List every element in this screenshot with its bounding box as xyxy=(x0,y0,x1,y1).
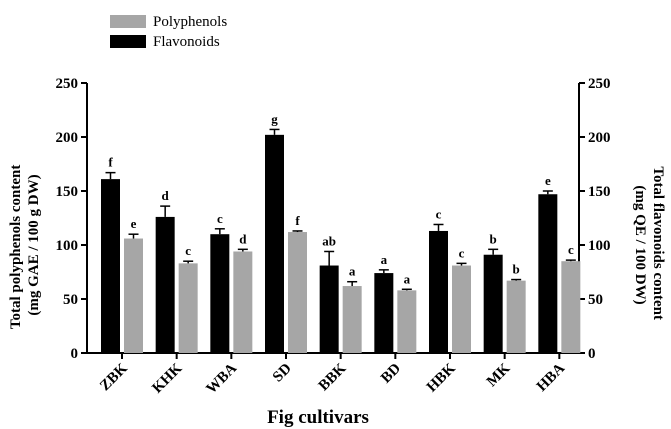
legend-swatch-flavonoids xyxy=(110,35,146,48)
x-tick-label: KHK xyxy=(149,360,185,396)
y-axis-right-title: Total flavonoids content (mg QE / 100 DW… xyxy=(632,166,666,323)
significance-letter: d xyxy=(162,188,170,203)
y-axis-left-title-line2: (mg GAE / 100 g DW) xyxy=(26,174,42,315)
significance-letter: f xyxy=(108,155,113,170)
y-tick-label-right: 50 xyxy=(588,292,603,308)
bar-polyphenols xyxy=(397,290,417,353)
y-tick-label-left: 50 xyxy=(63,292,78,308)
significance-letter: a xyxy=(349,264,356,279)
y-tick-label-left: 150 xyxy=(56,184,79,200)
significance-letter: c xyxy=(436,206,442,221)
bar-flavonoids xyxy=(538,194,558,353)
y-tick-label-left: 200 xyxy=(56,130,79,146)
x-tick-label: BBK xyxy=(316,360,350,394)
x-tick-label: HBA xyxy=(534,360,568,394)
y-tick-label-right: 100 xyxy=(588,238,611,254)
y-axis-right-title-line1: Total flavonoids content xyxy=(650,166,666,320)
bar-flavonoids xyxy=(265,134,284,353)
bar-flavonoids xyxy=(101,179,120,353)
significance-letter: d xyxy=(239,231,247,246)
y-tick-label-right: 200 xyxy=(588,130,611,146)
bar-polyphenols xyxy=(506,280,526,353)
bar-polyphenols xyxy=(233,251,253,353)
significance-letter: c xyxy=(217,211,223,226)
y-tick-label-right: 150 xyxy=(588,184,611,200)
bar-polyphenols xyxy=(288,232,307,353)
bar-flavonoids xyxy=(210,234,230,353)
significance-letter: ab xyxy=(322,233,336,248)
x-tick-label: MK xyxy=(484,360,514,390)
significance-letter: c xyxy=(185,243,191,258)
bar-flavonoids xyxy=(319,265,339,353)
bar-flavonoids xyxy=(374,273,394,353)
y-axis-left-title-line1: Total polyphenols content xyxy=(8,165,24,329)
x-tick-label: BD xyxy=(378,360,404,386)
x-tick-label: HBK xyxy=(424,360,459,395)
legend-swatch-polyphenols xyxy=(110,15,146,28)
bar-polyphenols xyxy=(561,261,581,353)
significance-letter: c xyxy=(568,242,574,257)
significance-letter: a xyxy=(404,271,411,286)
significance-letter: c xyxy=(459,245,465,260)
significance-letter: g xyxy=(271,111,278,126)
x-tick-label: ZBK xyxy=(97,360,131,394)
legend-label-polyphenols: Polyphenols xyxy=(153,14,227,30)
bar-polyphenols xyxy=(452,265,471,353)
x-tick-label: WBA xyxy=(204,360,241,397)
legend-label-flavonoids: Flavonoids xyxy=(153,34,220,50)
legend: Polyphenols Flavonoids xyxy=(110,14,227,50)
significance-letter: e xyxy=(545,173,551,188)
significance-letter: a xyxy=(381,252,388,267)
bar-polyphenols xyxy=(342,286,362,353)
y-axis-left-title: Total polyphenols content (mg GAE / 100 … xyxy=(8,161,42,329)
significance-letter: e xyxy=(131,216,137,231)
bar-flavonoids xyxy=(429,230,448,353)
y-axis-right-title-line2: (mg QE / 100 DW) xyxy=(632,185,648,304)
bar-flavonoids xyxy=(155,216,175,353)
y-tick-label-left: 100 xyxy=(56,238,79,254)
y-tick-label-right: 250 xyxy=(588,76,611,92)
bar-polyphenols xyxy=(124,238,143,353)
y-tick-label-left: 0 xyxy=(71,346,79,362)
x-tick-label: SD xyxy=(270,360,295,385)
plot-area: 0 0 50 50 100 100 150 150 200 200 250 250 f e ZBK d c KHK… xyxy=(56,76,611,397)
bar-polyphenols xyxy=(178,263,198,353)
y-tick-label-left: 250 xyxy=(56,76,79,92)
significance-letter: b xyxy=(513,262,520,277)
significance-letter: b xyxy=(490,231,497,246)
bar-flavonoids xyxy=(483,254,503,353)
significance-letter: f xyxy=(295,213,300,228)
x-axis-title: Fig cultivars xyxy=(267,407,369,428)
y-tick-label-right: 0 xyxy=(588,346,596,362)
